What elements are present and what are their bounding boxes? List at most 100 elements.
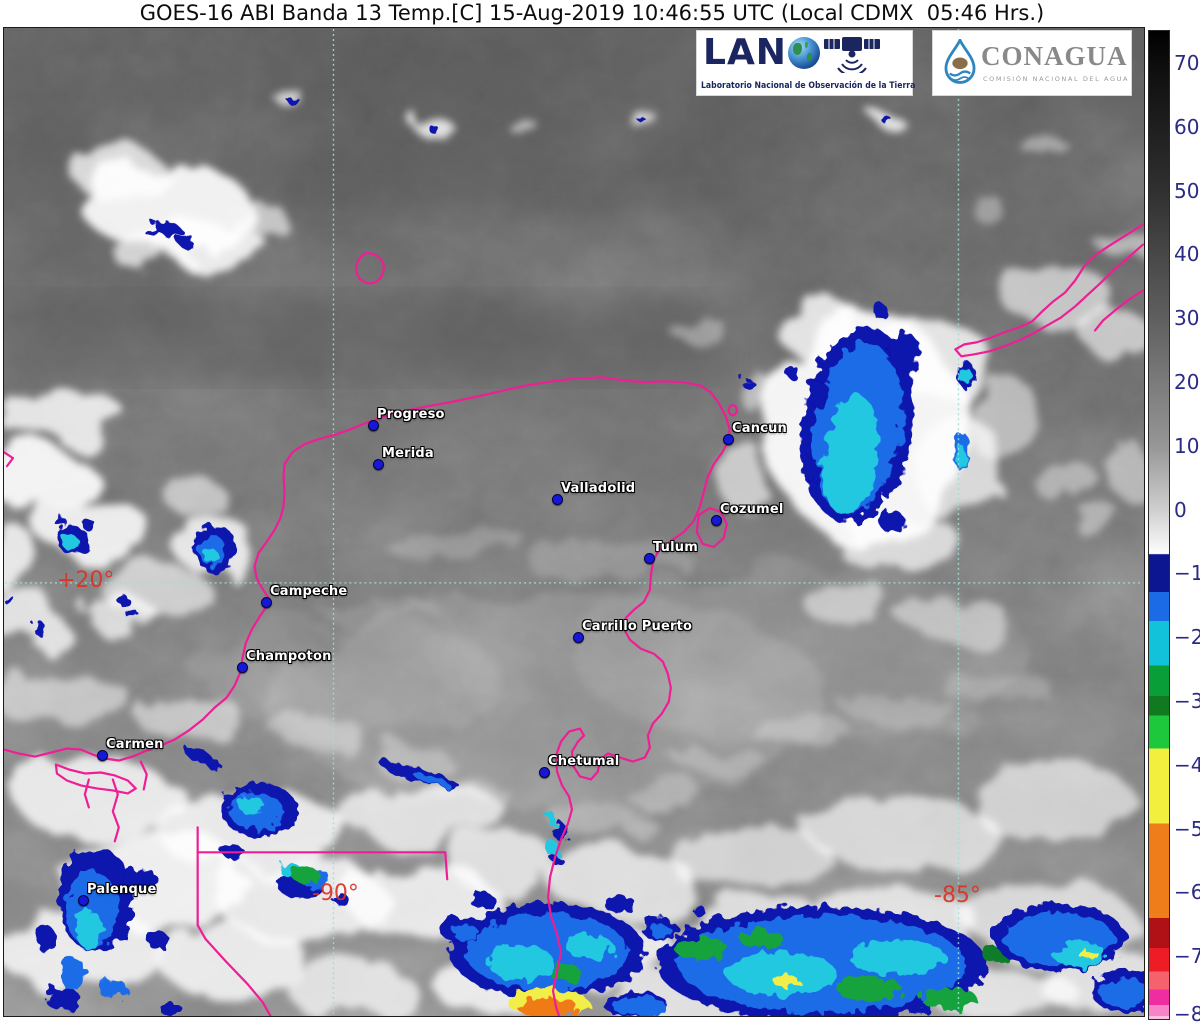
colorbar-tick--60: −60	[1174, 880, 1200, 904]
cloud-patch	[70, 148, 167, 197]
cloud-patch	[1079, 310, 1144, 355]
cloud-patch	[944, 674, 1055, 705]
cold-cloud-patch	[822, 395, 879, 515]
cloud-patch	[832, 515, 963, 569]
cloud-patch	[666, 829, 837, 894]
cloud-patch	[200, 619, 501, 740]
cloud-patch	[4, 673, 133, 726]
coastline	[1093, 289, 1144, 332]
cloud-patch	[806, 793, 997, 870]
colorbar-tick--40: −40	[1174, 753, 1200, 777]
cold-cloud-patch	[80, 517, 96, 531]
cold-cloud-patch	[116, 594, 129, 605]
cloud-patch	[718, 442, 771, 515]
cold-cloud-patch	[546, 840, 559, 857]
cold-cloud-patch	[519, 998, 579, 1016]
coastline	[355, 251, 385, 285]
cold-cloud-patch	[612, 997, 667, 1016]
coastline	[4, 376, 731, 1016]
cold-cloud-patch	[957, 446, 968, 471]
cold-cloud-patch	[785, 366, 800, 379]
cloud-patch	[674, 745, 765, 774]
cloud-patch	[844, 694, 955, 725]
cold-cloud-patch	[567, 934, 613, 961]
cloud-patch	[514, 126, 547, 141]
cold-cloud-patch	[146, 931, 169, 950]
coastline	[139, 760, 148, 791]
cloud-patch	[4, 389, 126, 442]
cold-cloud-patch	[204, 548, 219, 565]
cold-cloud-patch	[125, 608, 138, 619]
satellite-icon	[823, 37, 880, 73]
cold-cloud-patch	[59, 957, 86, 992]
cold-cloud-patch	[238, 796, 265, 815]
cold-cloud-patch	[176, 234, 195, 247]
cloud-patch	[619, 776, 700, 803]
cold-cloud-patch	[708, 915, 731, 928]
colorbar-tick--30: −30	[1174, 689, 1200, 713]
cold-cloud-patch	[4, 593, 13, 606]
cold-cloud-patch	[921, 988, 978, 1011]
cloud-patch	[749, 714, 850, 745]
cold-cloud-patch	[61, 535, 80, 550]
cloud-patch	[4, 520, 37, 600]
cloud-patch	[217, 859, 388, 944]
cold-cloud-patch	[470, 893, 497, 910]
cloud-patch	[550, 803, 650, 836]
colorbar-tick-40: 40	[1174, 242, 1200, 266]
cloud-patch	[669, 318, 730, 343]
coastline	[54, 763, 137, 795]
cold-cloud-patch	[331, 894, 350, 905]
cold-cloud-patch	[1098, 977, 1144, 1008]
cloud-patch	[1109, 440, 1144, 501]
cold-cloud-patch	[837, 976, 902, 1003]
coastline	[727, 404, 738, 417]
cold-cloud-patch	[153, 220, 183, 237]
cloud-patch	[377, 523, 528, 556]
cloud-patch	[15, 761, 186, 838]
colorbar-tick-20: 20	[1174, 370, 1200, 394]
cold-cloud-patch	[44, 988, 81, 1011]
cold-cloud-patch	[75, 909, 102, 950]
cold-cloud-patch	[453, 925, 480, 942]
cloud-patch	[4, 446, 94, 511]
cold-cloud-patch	[1079, 950, 1100, 961]
dark-sea-top	[280, 28, 740, 208]
colorbar-tick--50: −50	[1174, 817, 1200, 841]
lanot-subtitle: Laboratorio Nacional de Observación de l…	[701, 81, 916, 91]
conagua-subtitle: COMISIÓN NACIONAL DEL AGUA	[983, 75, 1130, 83]
cold-cloud-patch	[159, 1002, 182, 1016]
cold-cloud-patch	[414, 774, 450, 787]
cold-cloud-patch	[54, 517, 67, 527]
cold-cloud-patch	[692, 907, 707, 916]
cloud-patch	[968, 374, 1041, 467]
cold-cloud-patch	[961, 367, 972, 386]
cold-cloud-patch	[878, 112, 889, 121]
cloud-patch	[966, 763, 1137, 840]
cold-cloud-patch	[123, 868, 158, 891]
coastline	[4, 451, 15, 468]
cold-cloud-patch	[549, 964, 581, 983]
colorbar-tick--70: −70	[1174, 944, 1200, 968]
lat-lon-gridlines	[4, 28, 1144, 1016]
satellite-map	[3, 27, 1145, 1017]
temperature-colorbar	[1148, 30, 1170, 1020]
cloud-patch	[166, 483, 231, 518]
colorbar-tick-30: 30	[1174, 306, 1200, 330]
colorbar-tick--10: −10	[1174, 561, 1200, 585]
coastline	[111, 778, 120, 843]
lanot-logo: LAN Laboratorio Nacional de Observación …	[697, 31, 916, 95]
cold-cloud-patch	[849, 939, 946, 976]
coastline-layer	[4, 223, 1144, 1016]
cloud-patch	[525, 546, 695, 577]
cloud-patch	[447, 833, 558, 890]
cold-cloud-patch	[772, 975, 799, 988]
colorbar-tick-60: 60	[1174, 115, 1200, 139]
colorbar-tick-0: 0	[1174, 498, 1187, 522]
water-drop-icon	[944, 39, 976, 84]
colorbar-tick-10: 10	[1174, 434, 1200, 458]
colorbar-tick-70: 70	[1174, 51, 1200, 75]
cold-cloud-patch	[879, 511, 906, 533]
cold-cloud-patch	[205, 758, 223, 771]
cold-cloud-patch	[1052, 941, 1107, 968]
